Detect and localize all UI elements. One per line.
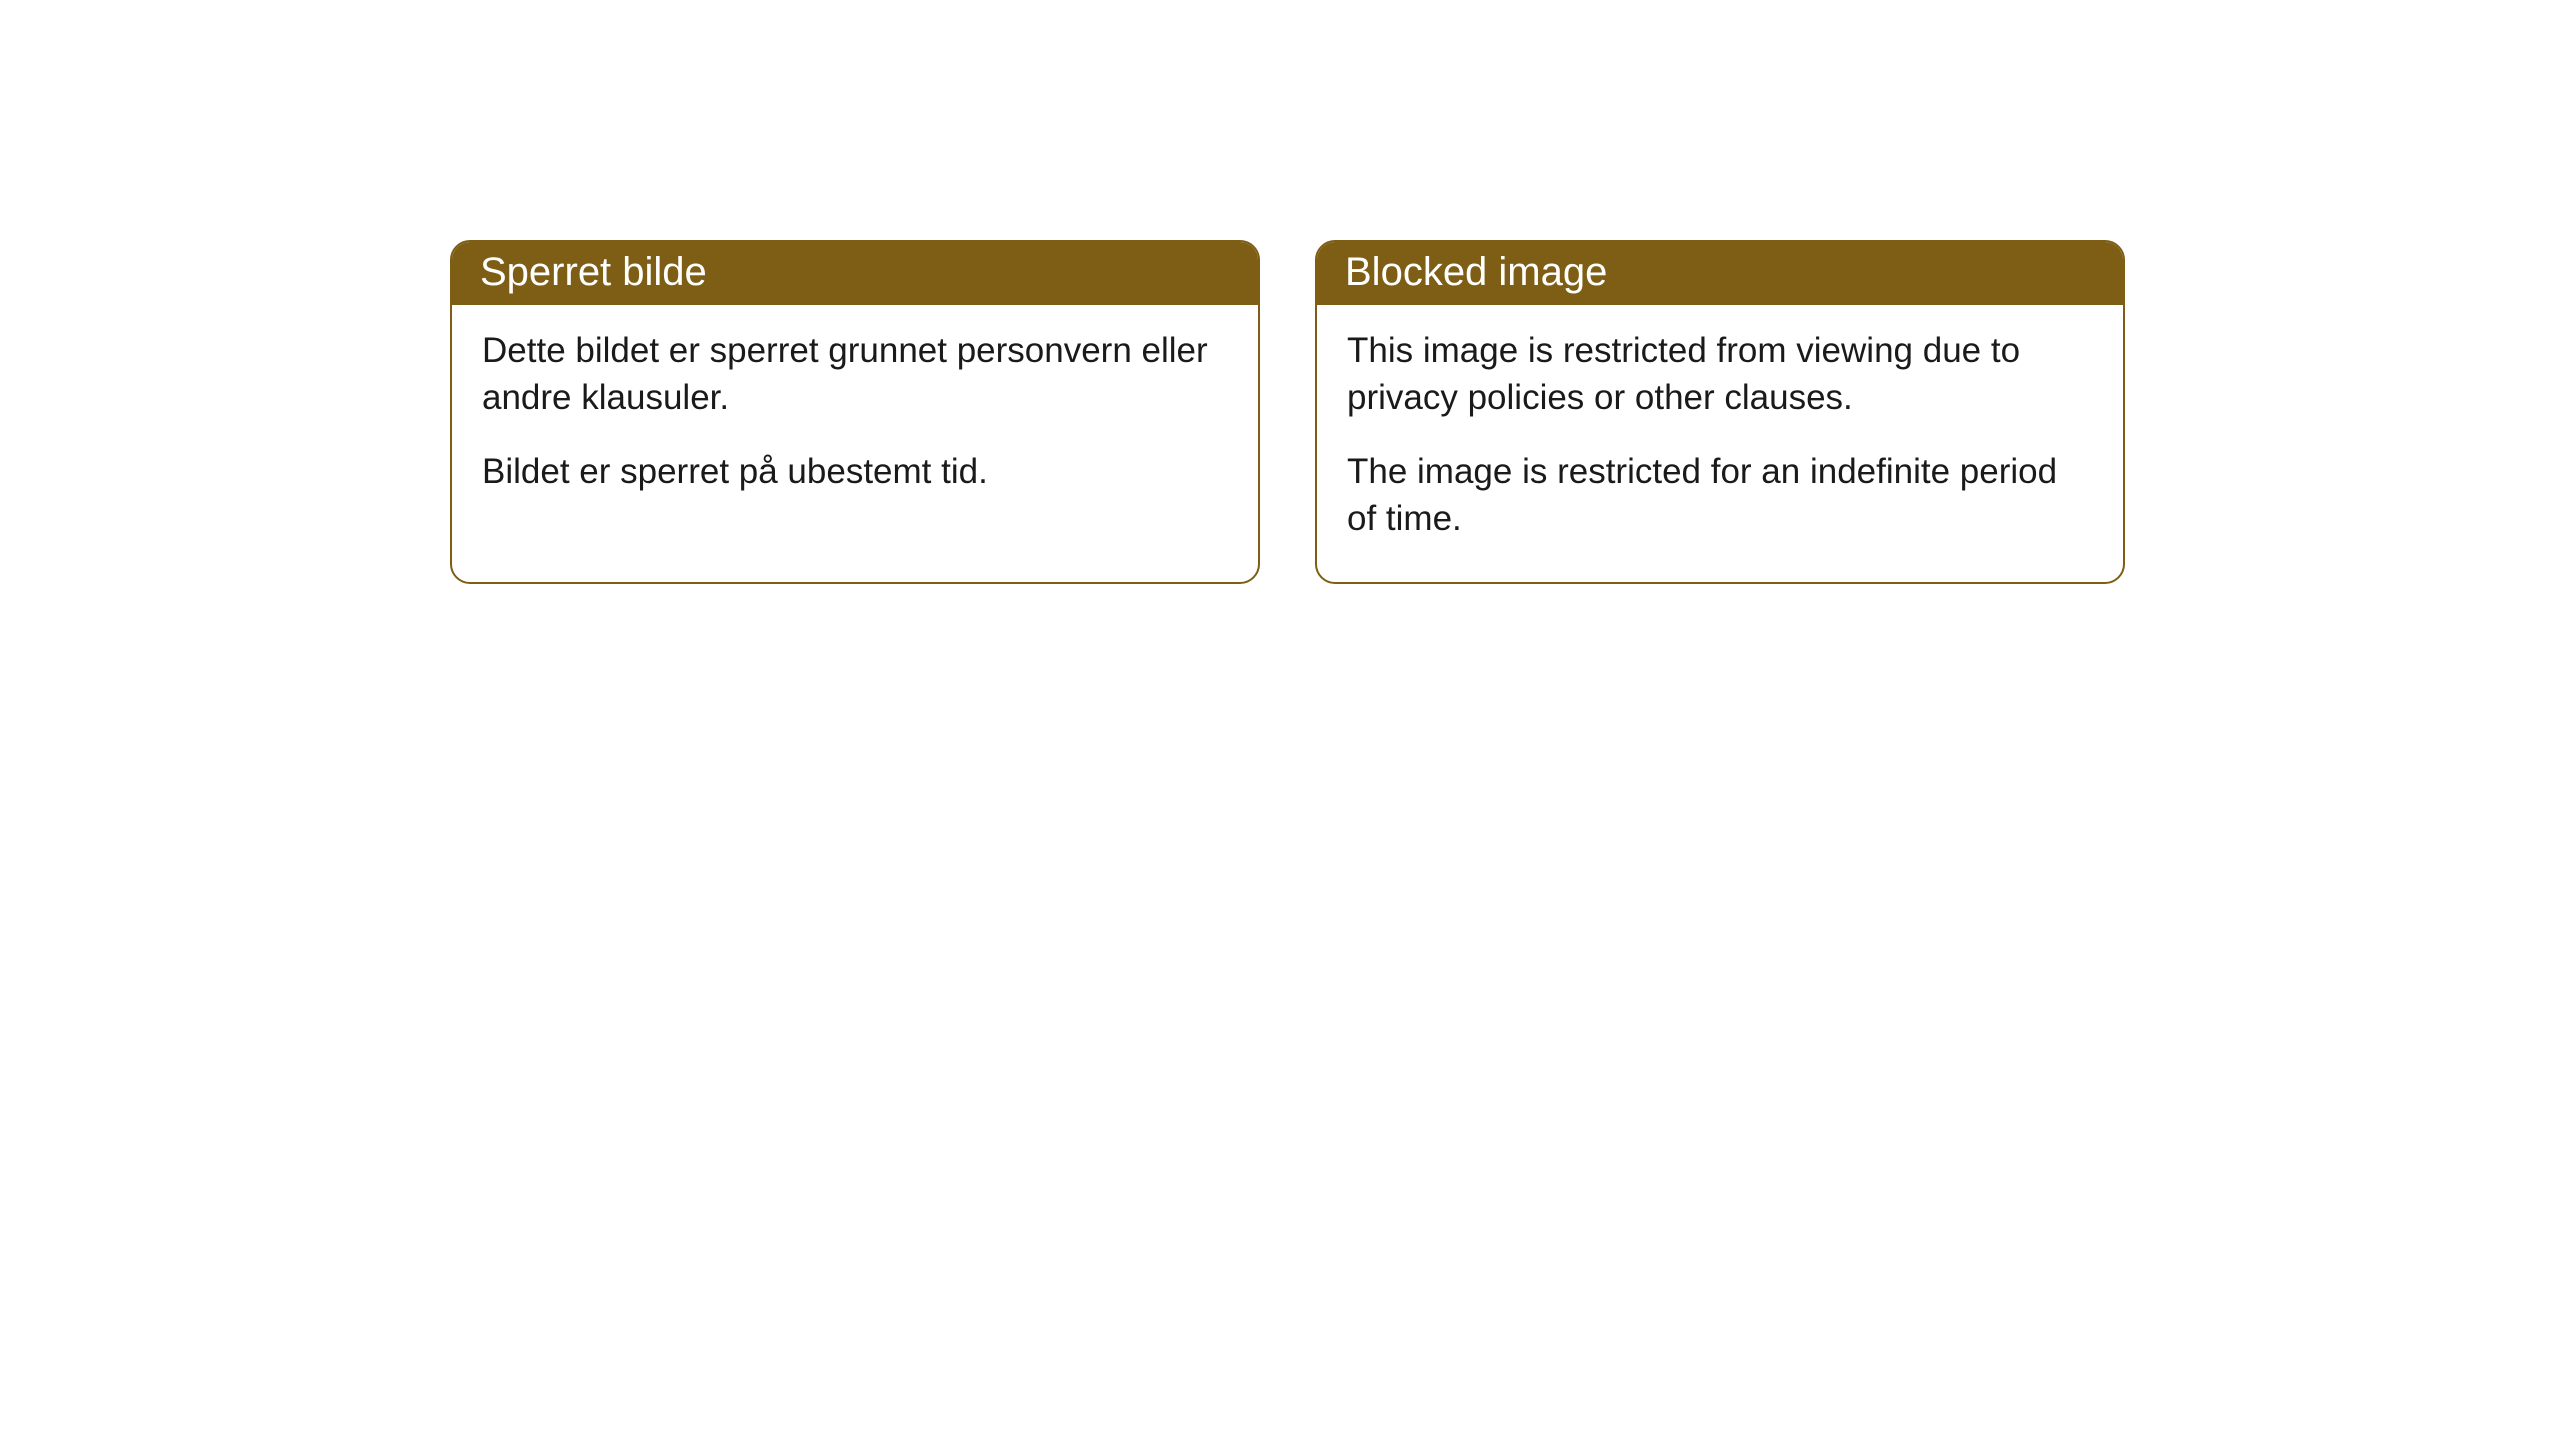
card-title: Blocked image — [1345, 250, 1607, 294]
blocked-image-card-norwegian: Sperret bilde Dette bildet er sperret gr… — [450, 240, 1260, 584]
card-paragraph: Dette bildet er sperret grunnet personve… — [482, 327, 1228, 422]
card-body: Dette bildet er sperret grunnet personve… — [452, 305, 1258, 535]
card-body: This image is restricted from viewing du… — [1317, 305, 2123, 582]
card-paragraph: The image is restricted for an indefinit… — [1347, 448, 2093, 543]
card-title: Sperret bilde — [480, 250, 707, 294]
blocked-image-card-english: Blocked image This image is restricted f… — [1315, 240, 2125, 584]
card-paragraph: This image is restricted from viewing du… — [1347, 327, 2093, 422]
card-paragraph: Bildet er sperret på ubestemt tid. — [482, 448, 1228, 495]
card-header: Blocked image — [1317, 242, 2123, 305]
cards-container: Sperret bilde Dette bildet er sperret gr… — [0, 0, 2560, 584]
card-header: Sperret bilde — [452, 242, 1258, 305]
